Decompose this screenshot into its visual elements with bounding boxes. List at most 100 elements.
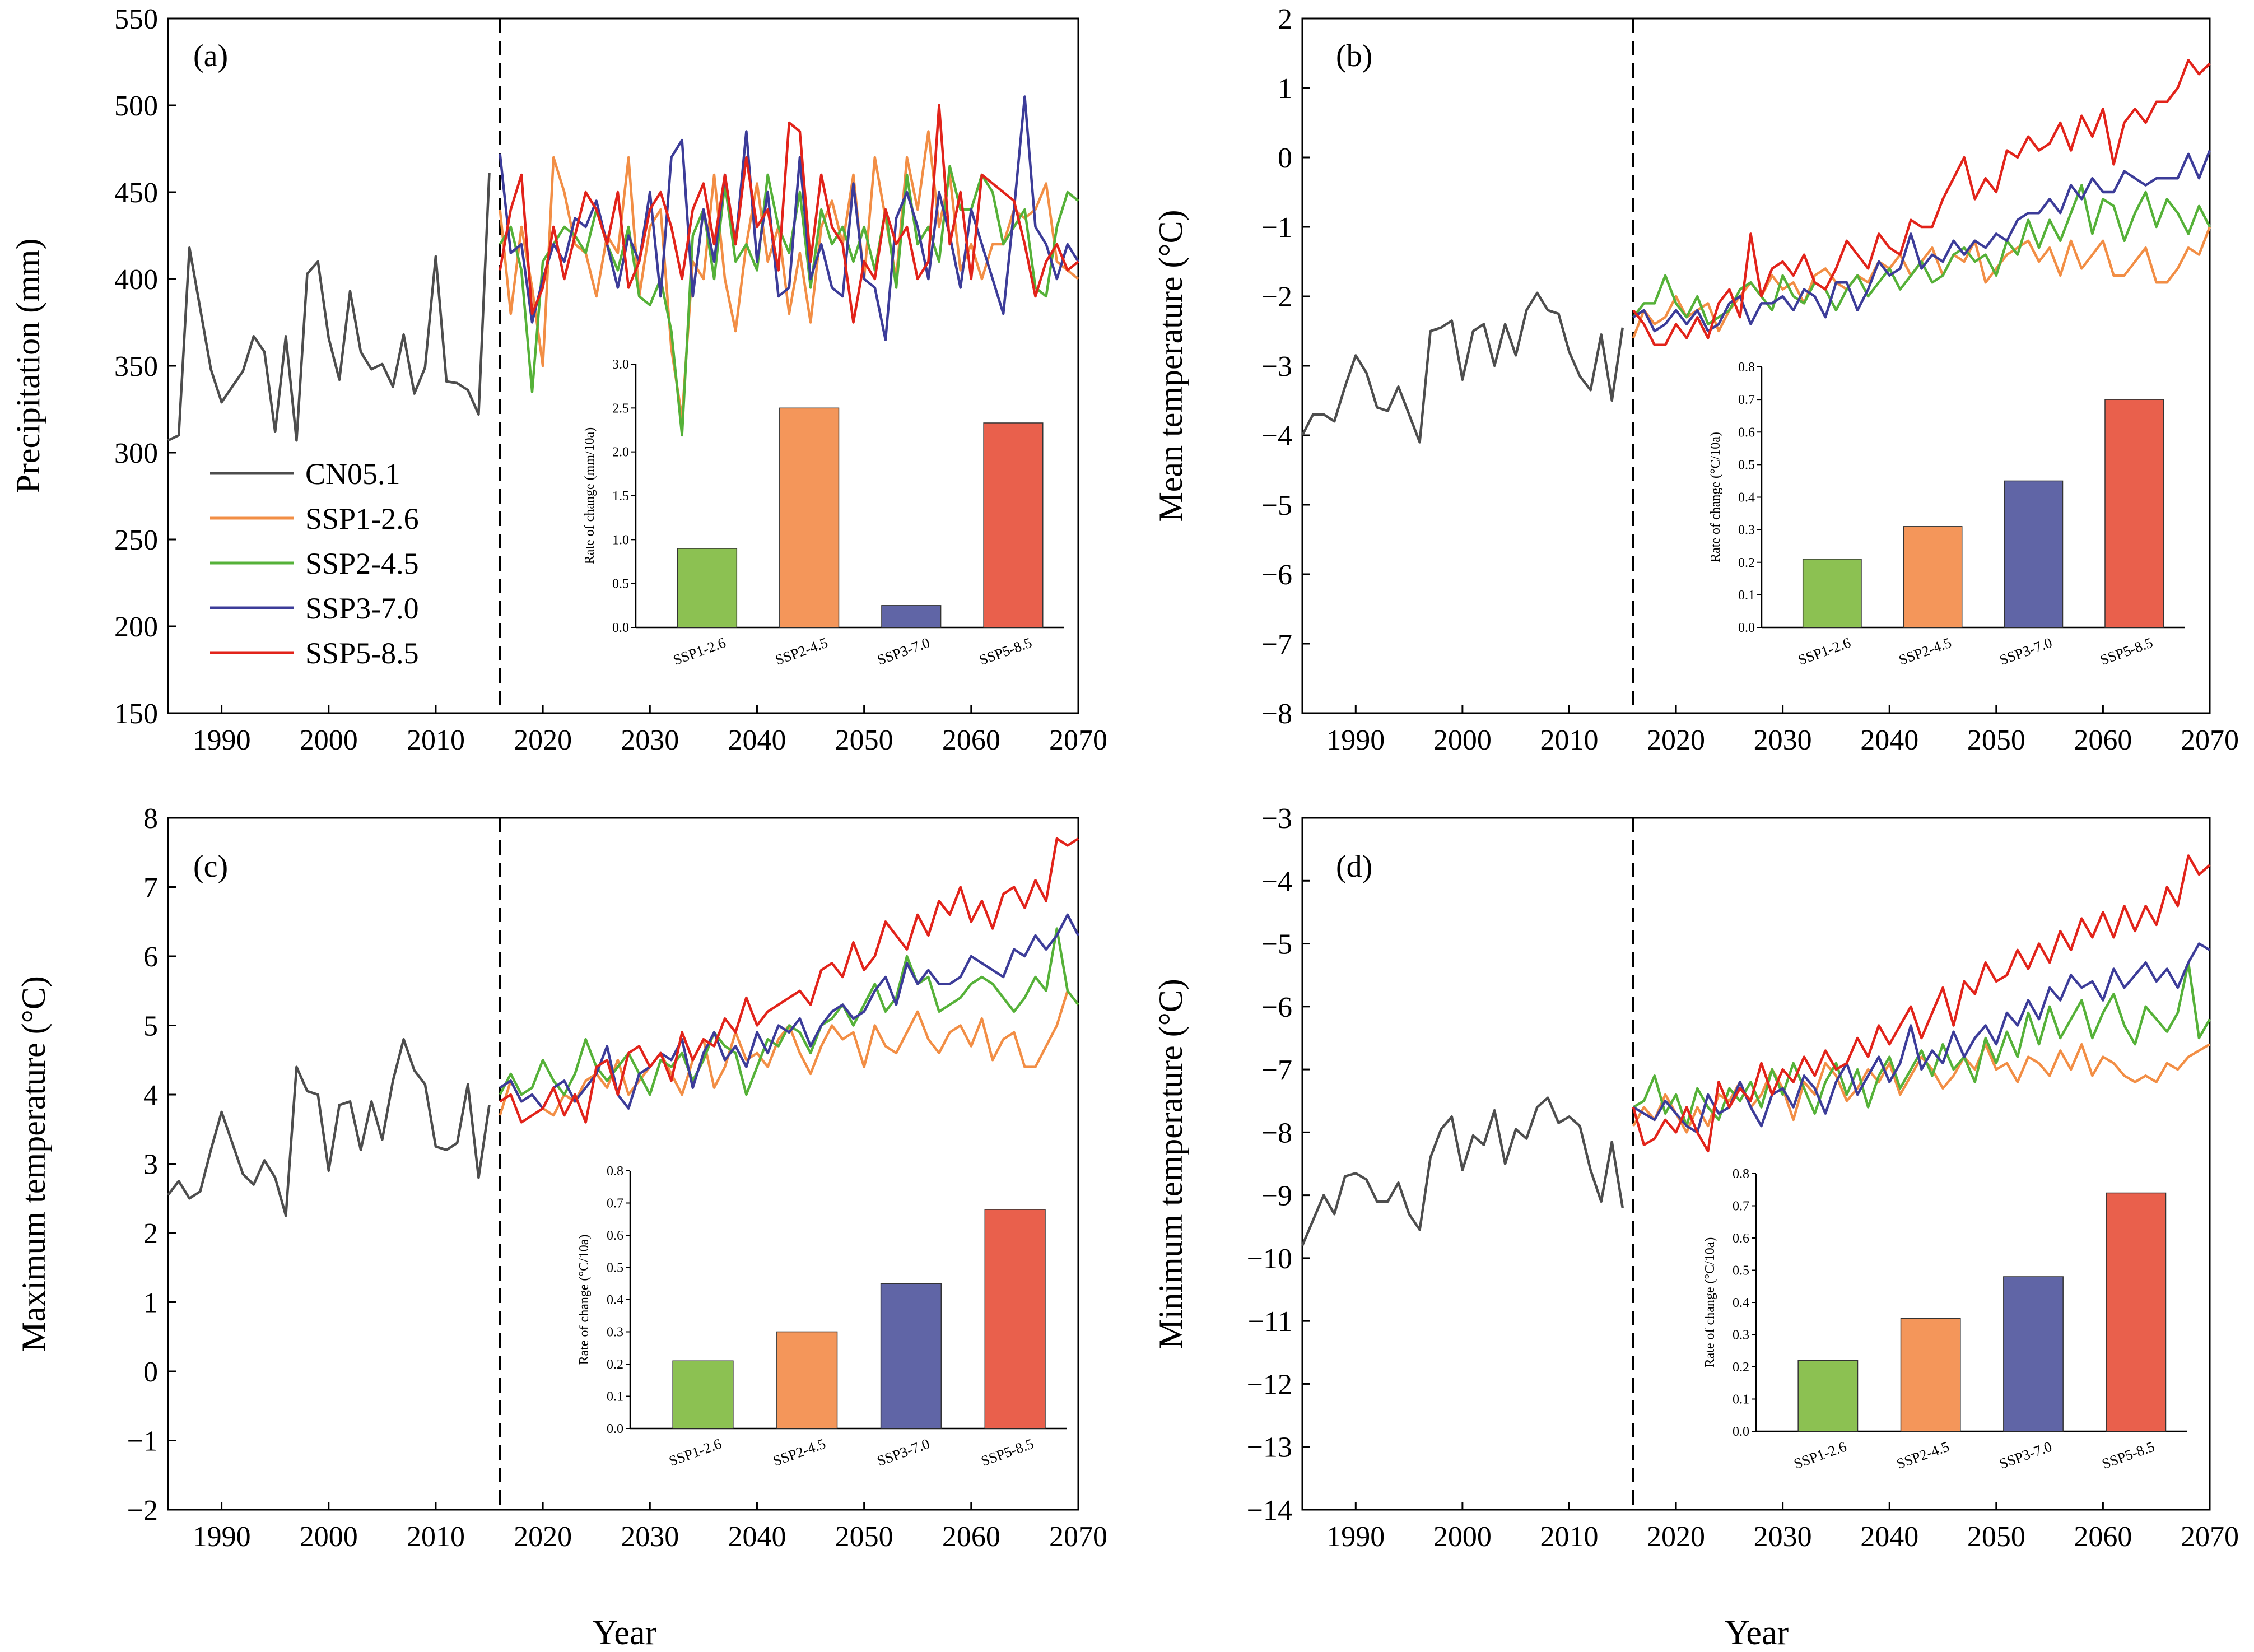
inset-y-tick-label: 0.8 [1738, 360, 1755, 375]
x-tick-label: 2030 [621, 1521, 679, 1553]
inset-y-axis-title: Rate of change (°C/10a) [577, 1235, 592, 1365]
inset-y-tick-label: 0.2 [1738, 556, 1755, 570]
x-tick-label: 1990 [193, 724, 251, 756]
inset-y-tick-label: 0.1 [1733, 1393, 1749, 1407]
x-tick-label: 2040 [728, 1521, 786, 1553]
y-tick-label: 2 [143, 1218, 158, 1250]
y-tick-label: 7 [143, 872, 158, 904]
series-line-ssp5-8-5 [499, 104, 1079, 324]
inset-y-tick-label: 0.1 [607, 1390, 623, 1404]
y-tick-label: 550 [114, 3, 158, 35]
inset-y-axis-title: Rate of change (°C/10a) [1708, 432, 1723, 562]
y-tick-label: 3 [143, 1149, 158, 1181]
inset-y-tick-label: 1.5 [612, 489, 629, 504]
x-tick-label: 2010 [1540, 1521, 1598, 1553]
y-tick-label: −8 [1261, 698, 1292, 730]
y-tick-label: −7 [1261, 1054, 1292, 1086]
x-tick-label: 2000 [1433, 1521, 1492, 1553]
inset-y-tick-label: 0.5 [612, 577, 629, 592]
y-tick-label: 2 [1278, 3, 1292, 35]
x-tick-label: 2070 [2181, 1521, 2239, 1553]
y-tick-label: −3 [1261, 803, 1292, 835]
series-line-ssp1-2-6 [1632, 1043, 2211, 1134]
series-line-ssp1-2-6 [499, 130, 1079, 420]
inset-y-tick-label: 0.0 [1738, 621, 1755, 635]
y-tick-label: 4 [143, 1079, 158, 1111]
series-line-ssp3-7-0 [499, 913, 1079, 1110]
y-tick-label: 350 [114, 351, 158, 383]
x-tick-label: 2030 [1754, 724, 1812, 756]
inset-bar-ssp2-4-5 [1903, 526, 1963, 628]
inset-bar-ssp1-2-6 [672, 1360, 734, 1429]
inset-y-tick-label: 0.2 [607, 1357, 623, 1372]
y-tick-label: 0 [143, 1356, 158, 1388]
inset-y-axis-title: Rate of change (mm/10a) [583, 427, 597, 565]
y-tick-label: −6 [1261, 559, 1292, 591]
x-tick-label: 2040 [1860, 1521, 1918, 1553]
x-tick-label: 1990 [1326, 1521, 1385, 1553]
x-tick-label: 2060 [942, 1521, 1000, 1553]
y-tick-label: 0 [1278, 142, 1292, 174]
panel-label: (c) [193, 849, 228, 884]
x-tick-label: 2020 [1647, 1521, 1705, 1553]
inset-y-tick-label: 0.7 [1733, 1199, 1749, 1214]
y-tick-label: −4 [1261, 865, 1292, 897]
x-tick-label: 2060 [2074, 1521, 2132, 1553]
inset-bar-ssp3-7-0 [880, 1283, 942, 1429]
y-tick-label: −5 [1261, 929, 1292, 961]
inset-y-tick-label: 0.2 [1733, 1360, 1749, 1375]
series-line-ssp3-7-0 [499, 95, 1079, 341]
legend-label: SSP3-7.0 [305, 592, 419, 625]
y-tick-label: −1 [127, 1426, 158, 1458]
series-line-ssp2-4-5 [1632, 184, 2211, 325]
inset-y-tick-label: 0.5 [607, 1261, 623, 1276]
inset-y-tick-label: 0.0 [612, 621, 629, 635]
x-tick-label: 2070 [2181, 724, 2239, 756]
series-line-ssp5-8-5 [499, 837, 1079, 1124]
x-tick-label: 2030 [1754, 1521, 1812, 1553]
inset-y-tick-label: 0.4 [1738, 491, 1755, 505]
x-tick-label: 1990 [1326, 724, 1385, 756]
series-line-ssp5-8-5 [1632, 854, 2211, 1153]
inset-y-tick-label: 0.6 [1738, 425, 1755, 440]
panel-label: (b) [1336, 39, 1372, 73]
series-line-ssp5-8-5 [1632, 59, 2211, 347]
y-tick-label: 1 [1278, 73, 1292, 105]
panel-precipitation: 150 200 250 300 350 400 450 500 550 1990 2000 2010 2… [10, 3, 1107, 756]
inset-y-tick-label: 0.7 [607, 1197, 623, 1211]
panel-label: (a) [193, 39, 228, 73]
inset-bar-ssp5-8-5 [983, 422, 1044, 628]
y-tick-label: −12 [1247, 1369, 1292, 1400]
x-tick-label: 2050 [835, 1521, 893, 1553]
x-tick-label: 2020 [514, 724, 572, 756]
x-axis-title-right: Year [1725, 1614, 1789, 1652]
y-tick-label: −13 [1247, 1432, 1292, 1464]
legend-label: CN05.1 [305, 457, 400, 491]
y-tick-label: 6 [143, 941, 158, 973]
inset-y-tick-label: 1.0 [612, 533, 629, 547]
y-axis-title: Precipitation (mm) [10, 239, 46, 494]
x-tick-label: 2010 [407, 724, 465, 756]
x-tick-label: 2000 [1433, 724, 1492, 756]
y-tick-label: 200 [114, 611, 158, 643]
inset-bar-ssp1-2-6 [677, 548, 738, 628]
x-tick-label: 2060 [942, 724, 1000, 756]
x-tick-label: 2050 [835, 724, 893, 756]
inset-y-tick-label: 0.0 [1733, 1425, 1749, 1439]
x-tick-label: 2020 [1647, 724, 1705, 756]
y-tick-label: −6 [1261, 992, 1292, 1023]
y-tick-label: −14 [1247, 1495, 1292, 1527]
inset-bar-ssp2-4-5 [776, 1331, 838, 1429]
legend: CN05.1 SSP1-2.6 SSP2-4.5 SSP3-7.0 SSP5-8.5 [210, 457, 419, 670]
y-tick-label: −2 [127, 1495, 158, 1527]
x-tick-label: 2060 [2074, 724, 2132, 756]
inset-bar-ssp5-8-5 [984, 1209, 1046, 1429]
legend-label: SSP1-2.6 [305, 502, 419, 536]
y-tick-label: −1 [1261, 212, 1292, 244]
inset-y-tick-label: 0.8 [1733, 1167, 1749, 1181]
inset-y-tick-label: 0.6 [1733, 1231, 1749, 1246]
y-tick-label: −9 [1261, 1180, 1292, 1212]
y-tick-label: −7 [1261, 629, 1292, 660]
inset-bar-ssp3-7-0 [881, 605, 942, 628]
x-tick-label: 2030 [621, 724, 679, 756]
